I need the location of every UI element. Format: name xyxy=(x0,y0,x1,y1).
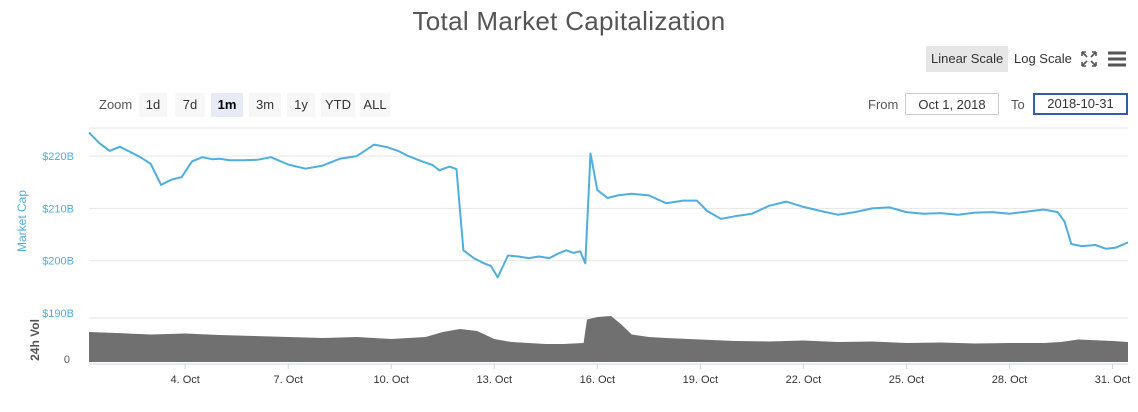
zoom-all-button[interactable]: ALL xyxy=(360,93,390,117)
from-label: From xyxy=(868,97,899,112)
x-tick-label: 25. Oct xyxy=(889,374,924,386)
volume-y-tick-label: 0 xyxy=(64,354,70,366)
y-tick-label: $210B xyxy=(42,203,74,215)
y-tick-label: $200B xyxy=(42,256,74,268)
hamburger-menu-icon[interactable] xyxy=(1106,49,1128,69)
zoom-ytd-button[interactable]: YTD xyxy=(321,93,355,117)
x-tick-label: 13. Oct xyxy=(477,374,512,386)
zoom-1d-button[interactable]: 1d xyxy=(139,93,167,117)
to-label: To xyxy=(1011,97,1025,112)
x-tick-label: 4. Oct xyxy=(171,374,200,386)
x-tick-label: 22. Oct xyxy=(786,374,821,386)
zoom-3m-button[interactable]: 3m xyxy=(249,93,281,117)
y-axis-title: Market Cap xyxy=(15,190,29,252)
zoom-1m-button[interactable]: 1m xyxy=(211,93,243,117)
x-tick-label: 31. Oct xyxy=(1095,374,1130,386)
market-cap-line xyxy=(88,131,1129,279)
from-date-input[interactable]: Oct 1, 2018 xyxy=(905,93,999,115)
zoom-label: Zoom xyxy=(99,97,133,112)
volume-area xyxy=(89,316,1128,362)
x-tick-label: 10. Oct xyxy=(374,374,409,386)
zoom-7d-button[interactable]: 7d xyxy=(175,93,205,117)
x-tick-label: 16. Oct xyxy=(580,374,615,386)
x-tick-label: 19. Oct xyxy=(683,374,718,386)
linear-scale-button[interactable]: Linear Scale xyxy=(926,46,1009,72)
to-date-input[interactable]: 2018-10-31 xyxy=(1033,93,1128,115)
y-tick-label: $220B xyxy=(42,151,74,163)
volume-axis-title: 24h Vol xyxy=(28,319,42,361)
x-tick-label: 28. Oct xyxy=(992,374,1027,386)
fullscreen-icon[interactable] xyxy=(1079,49,1099,69)
log-scale-button[interactable]: Log Scale xyxy=(1014,51,1072,66)
chart-title: Total Market Capitalization xyxy=(412,6,726,36)
zoom-1y-button[interactable]: 1y xyxy=(287,93,315,117)
y-tick-label: $190B xyxy=(42,308,74,320)
x-tick-label: 7. Oct xyxy=(274,374,303,386)
